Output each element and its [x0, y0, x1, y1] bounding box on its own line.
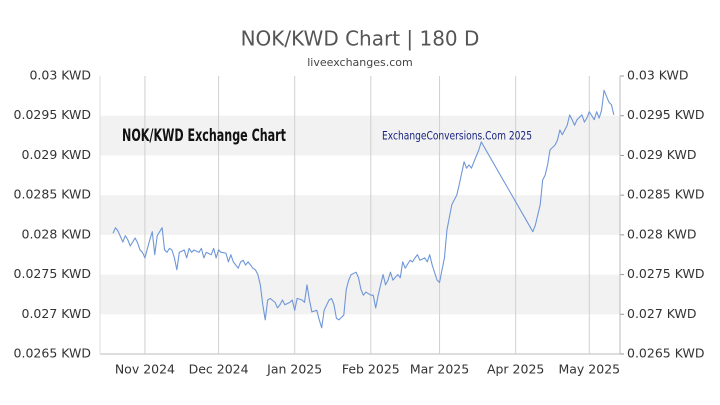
x-tick-label: Jan 2025 [266, 362, 322, 377]
y2-tick-label: 0.0265 KWD [627, 346, 704, 361]
y2-tick-label: 0.0285 KWD [627, 187, 704, 202]
x-tick-label: Nov 2024 [115, 362, 175, 377]
y2-tick-label: 0.0295 KWD [627, 107, 704, 122]
y-tick-label: 0.0265 KWD [14, 346, 91, 361]
line [112, 89, 615, 329]
grid: 0.0265 KWD 0.0265 KWD 0.027 KWD 0.027 KWD 0.… [14, 68, 705, 377]
marks [112, 89, 615, 329]
annotation: NOK/KWD Exchange Chart [122, 126, 286, 146]
y-tick-label: 0.028 KWD [22, 226, 92, 241]
x-tick-label: Apr 2025 [487, 362, 544, 377]
x-tick-label: Mar 2025 [410, 362, 469, 377]
y-tick-label: 0.03 KWD [29, 68, 91, 83]
grid-band [100, 195, 620, 235]
y2-tick-label: 0.027 KWD [627, 306, 697, 321]
x-tick-label: May 2025 [558, 362, 620, 377]
y-tick-label: 0.029 KWD [22, 147, 92, 162]
y-tick-label: 0.0285 KWD [14, 187, 91, 202]
grid-band [100, 274, 620, 315]
y-tick-label: 0.027 KWD [22, 306, 92, 321]
y-tick-label: 0.0275 KWD [14, 266, 91, 281]
y2-tick-label: 0.029 KWD [627, 147, 697, 162]
chart-subtitle: liveexchanges.com [307, 56, 412, 69]
y2-tick-label: 0.028 KWD [627, 226, 697, 241]
x-tick-label: Feb 2025 [342, 362, 400, 377]
x-tick-label: Dec 2024 [189, 362, 249, 377]
y-tick-label: 0.0295 KWD [14, 107, 91, 122]
chart-title: NOK/KWD Chart | 180 D [241, 27, 480, 51]
bands [100, 115, 620, 315]
grid-band [100, 115, 620, 156]
y2-tick-label: 0.03 KWD [627, 68, 689, 83]
y2-tick-label: 0.0275 KWD [627, 266, 704, 281]
annotation: ExchangeConversions.Com 2025 [382, 129, 532, 143]
